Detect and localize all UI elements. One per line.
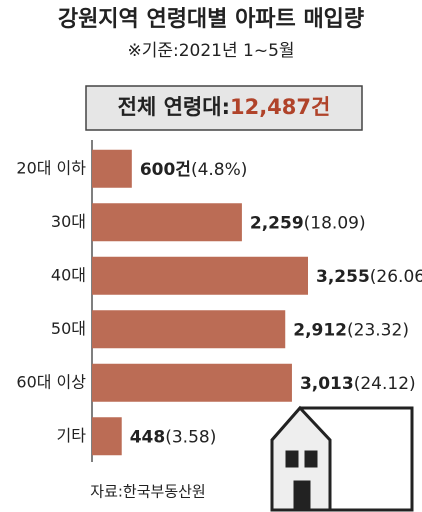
- value-count: 3,013: [300, 374, 354, 394]
- value-count: 600건: [140, 160, 191, 180]
- bar: [92, 149, 132, 188]
- category-label: 60대 이상: [16, 372, 86, 391]
- category-label: 20대 이하: [16, 158, 86, 177]
- category-label: 30대: [51, 212, 86, 231]
- value-count: 448: [130, 427, 166, 447]
- bar: [92, 310, 286, 349]
- category-label: 40대: [51, 265, 86, 284]
- total-value: 12,487건: [230, 95, 330, 119]
- building-icon: [270, 405, 414, 512]
- value-share: (23.32): [347, 320, 409, 340]
- total: 전체 연령대:12,487건: [118, 95, 331, 119]
- value-count: 2,912: [293, 320, 347, 340]
- total-label: 전체 연령대:: [118, 95, 230, 119]
- value-share: (4.8%): [191, 160, 247, 180]
- value-label: 2,259(18.09): [250, 213, 366, 233]
- value-share: (26.06): [370, 267, 422, 287]
- total-box: [85, 85, 363, 131]
- value-count: 3,255: [316, 267, 370, 287]
- bar: [92, 417, 122, 456]
- bar: [92, 363, 292, 402]
- value-share: (24.12): [354, 374, 416, 394]
- source: 자료:한국부동산원: [90, 483, 205, 501]
- value-label: 3,255(26.06): [316, 267, 422, 287]
- value-share: (18.09): [304, 213, 366, 233]
- value-label: 3,013(24.12): [300, 374, 416, 394]
- chart-subtitle: ※기준:2021년 1~5월: [127, 41, 294, 61]
- category-label: 기타: [57, 426, 87, 445]
- value-label: 448(3.58): [130, 427, 217, 447]
- value-label: 600건(4.8%): [140, 160, 248, 180]
- chart-title: 강원지역 연령대별 아파트 매입량: [58, 7, 364, 32]
- bar: [92, 203, 242, 242]
- bar: [92, 256, 308, 295]
- value-share: (3.58): [165, 427, 216, 447]
- value-label: 2,912(23.32): [293, 320, 409, 340]
- value-count: 2,259: [250, 213, 304, 233]
- category-label: 50대: [51, 319, 86, 338]
